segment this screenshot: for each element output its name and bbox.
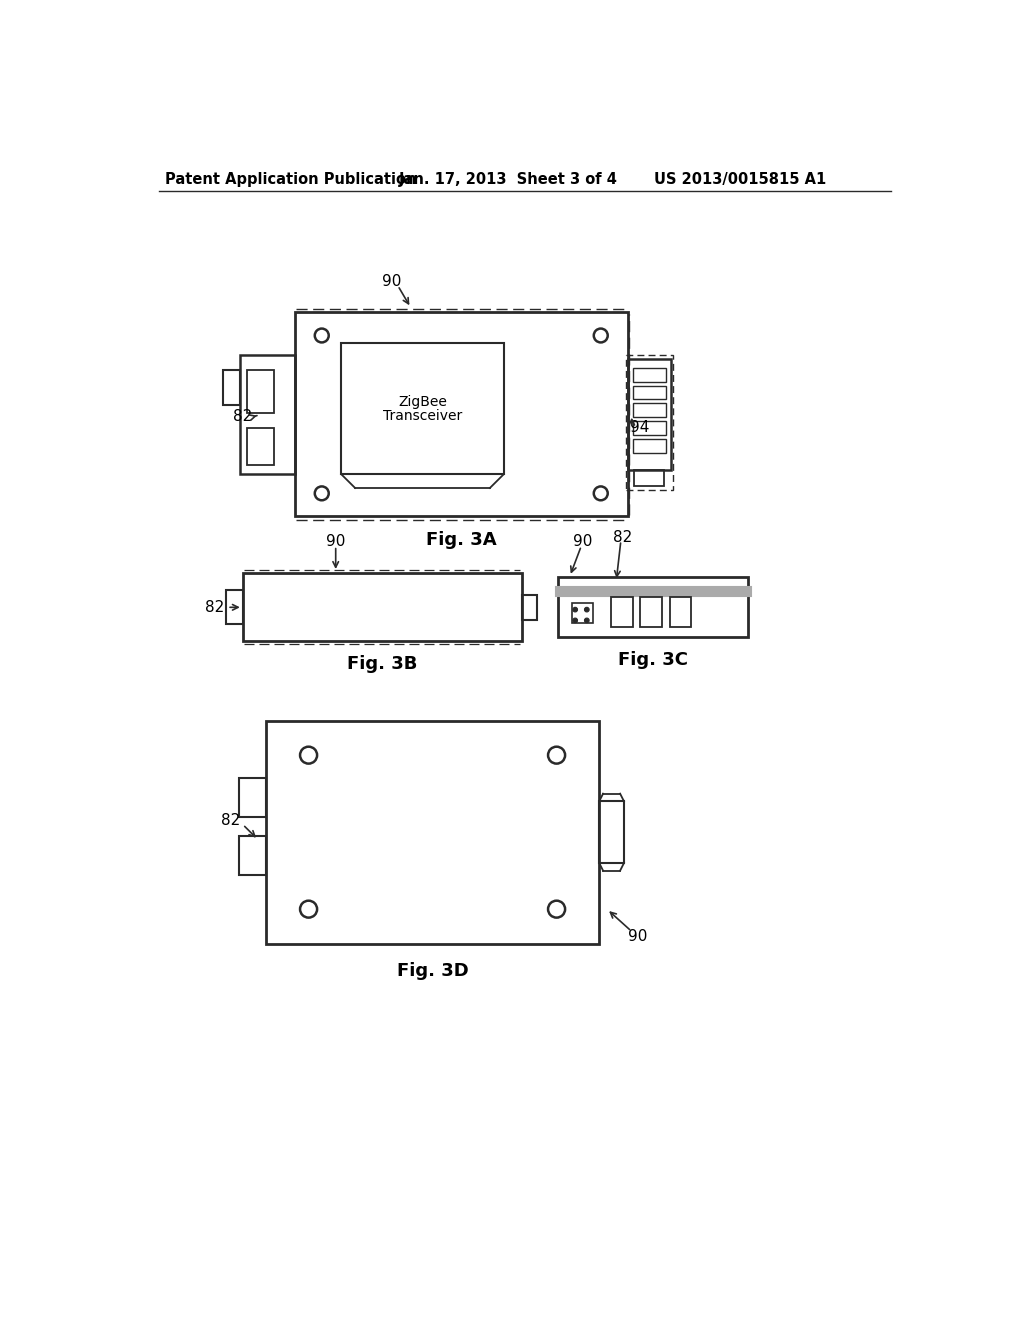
Text: Patent Application Publication: Patent Application Publication — [165, 173, 417, 187]
Text: Fig. 3B: Fig. 3B — [347, 655, 418, 673]
Bar — [626, 355, 673, 490]
Bar — [247, 370, 273, 412]
Text: US 2013/0015815 A1: US 2013/0015815 A1 — [654, 173, 826, 187]
Text: Transceiver: Transceiver — [383, 409, 462, 424]
Circle shape — [572, 607, 578, 612]
Bar — [633, 404, 666, 417]
Text: Fig. 3A: Fig. 3A — [426, 531, 497, 549]
Bar — [266, 721, 599, 944]
Bar — [633, 368, 666, 381]
Bar — [670, 598, 691, 627]
Text: 82: 82 — [612, 529, 632, 545]
Bar — [521, 595, 538, 619]
Text: 82: 82 — [221, 813, 241, 828]
Text: Fig. 3D: Fig. 3D — [396, 962, 468, 979]
Text: Jan. 17, 2013  Sheet 3 of 4: Jan. 17, 2013 Sheet 3 of 4 — [398, 173, 617, 187]
Bar — [633, 385, 666, 400]
Bar — [239, 836, 266, 875]
Bar — [247, 428, 273, 465]
Bar — [640, 598, 662, 627]
Bar — [628, 359, 671, 470]
Bar — [599, 801, 624, 863]
Bar — [239, 779, 266, 817]
Bar — [341, 343, 504, 474]
Text: 82: 82 — [233, 409, 252, 424]
Bar — [611, 598, 633, 627]
Bar — [633, 421, 666, 434]
Bar — [241, 355, 295, 474]
Text: ZigBee: ZigBee — [398, 396, 446, 409]
Text: 90: 90 — [629, 928, 647, 944]
Bar — [225, 590, 243, 624]
Circle shape — [585, 618, 589, 623]
Text: 82: 82 — [205, 599, 224, 615]
Bar — [634, 470, 665, 486]
Text: 90: 90 — [326, 535, 345, 549]
Text: Fig. 3C: Fig. 3C — [617, 652, 688, 669]
Circle shape — [585, 607, 589, 612]
Bar — [243, 573, 521, 642]
Bar — [572, 603, 593, 623]
Bar — [223, 370, 241, 405]
Bar — [633, 438, 666, 453]
Bar — [558, 577, 748, 638]
Text: 90: 90 — [573, 535, 593, 549]
Text: 94: 94 — [630, 420, 649, 436]
Bar — [295, 313, 628, 516]
Text: 90: 90 — [382, 275, 401, 289]
Circle shape — [572, 618, 578, 623]
